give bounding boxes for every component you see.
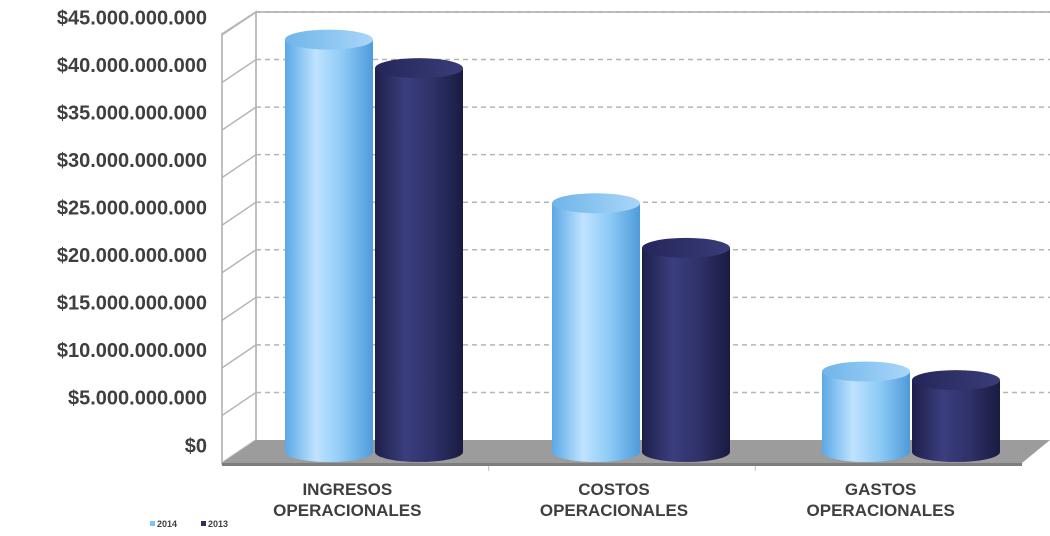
y-tick-label: $40.000.000.000 [57, 55, 207, 77]
y-tick-label: $20.000.000.000 [57, 245, 207, 267]
legend: 2014 2013 [150, 519, 228, 529]
bar-body [912, 380, 1000, 462]
bar-body [822, 371, 910, 462]
bar-top [375, 58, 463, 79]
y-axis-tick-labels: $0 $5.000.000.000 $10.000.000.000 $15.000.0… [57, 7, 207, 457]
x-axis-category-labels: INGRESOS OPERACIONALES COSTOS OPERACIONALES… [273, 480, 955, 520]
y-tick-label: $35.000.000.000 [57, 102, 207, 124]
floor-edge [222, 463, 1022, 466]
gridline-side [221, 391, 257, 417]
bar-top [285, 29, 373, 50]
y-tick-label: $45.000.000.000 [57, 7, 207, 29]
bar-2013-1 [642, 237, 730, 462]
y-tick-label: $10.000.000.000 [57, 340, 207, 362]
gridline-side [221, 154, 257, 179]
bar-top [552, 193, 640, 214]
gridline-side [221, 106, 257, 131]
bar-body [375, 68, 463, 463]
bar-body [552, 203, 640, 462]
gridline-side [221, 11, 257, 36]
bars [285, 29, 1000, 463]
bar-body [642, 247, 730, 462]
x-category-label-line: OPERACIONALES [540, 501, 688, 520]
x-category-label: GASTOS OPERACIONALES [807, 480, 955, 520]
y-tick-label: $0 [185, 435, 207, 457]
bar-2014-0 [285, 29, 373, 463]
bar-top [822, 361, 910, 382]
gridline-side [221, 344, 257, 369]
bar-2014-2 [822, 361, 910, 462]
gridline-side [221, 249, 257, 274]
x-category-label: INGRESOS OPERACIONALES [273, 480, 421, 520]
legend-swatch-2013 [201, 521, 206, 526]
gridline-side [221, 58, 257, 84]
legend-swatch-2014 [150, 521, 155, 526]
x-category-label-line: GASTOS [845, 480, 916, 499]
y-tick-label: $15.000.000.000 [57, 293, 207, 315]
x-category-label-line: INGRESOS [302, 480, 392, 499]
bar-top [642, 237, 730, 258]
gridline-side [221, 201, 257, 226]
x-category-label-line: COSTOS [578, 480, 649, 499]
x-category-label-line: OPERACIONALES [273, 501, 421, 520]
bar-body [285, 39, 373, 463]
x-category-label: COSTOS OPERACIONALES [540, 480, 688, 520]
y-tick-label: $30.000.000.000 [57, 150, 207, 172]
legend-label-2014: 2014 [157, 519, 177, 529]
y-tick-label: $5.000.000.000 [68, 388, 207, 410]
y-tick-label: $25.000.000.000 [57, 198, 207, 220]
x-category-label-line: OPERACIONALES [807, 501, 955, 520]
bar-2014-1 [552, 193, 640, 462]
bar-top [912, 370, 1000, 391]
gridline-side [221, 296, 257, 321]
legend-label-2013: 2013 [208, 519, 228, 529]
bar-2013-2 [912, 370, 1000, 462]
bar-2013-0 [375, 58, 463, 463]
